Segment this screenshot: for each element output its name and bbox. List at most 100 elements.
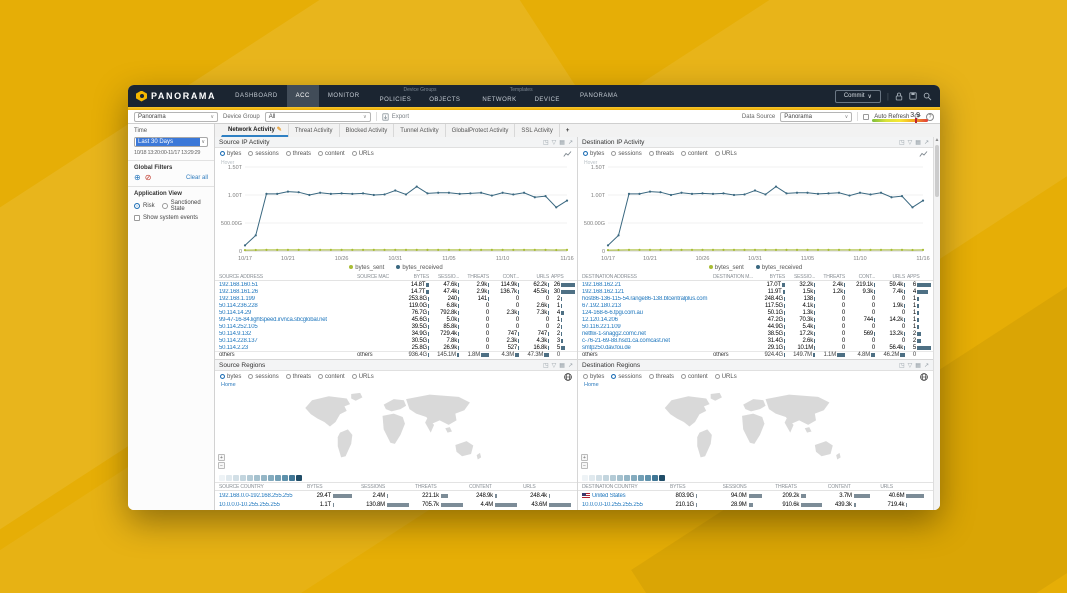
content-radio-option[interactable]: content <box>681 151 708 157</box>
address-link[interactable]: smtp250.dav.fou.de <box>582 344 631 351</box>
content-radio-option[interactable]: content <box>318 151 345 157</box>
filter-icon[interactable]: ▽ <box>551 362 557 369</box>
tab-globalprotect-activity[interactable]: GlobalProtect Activity <box>444 124 515 137</box>
address-link[interactable]: 50.114.9.132 <box>219 330 252 337</box>
legend-item-bytes_received[interactable]: bytes_received <box>396 265 443 271</box>
tab-ssl-activity[interactable]: SSL Activity <box>514 124 558 137</box>
legend-item-bytes_sent[interactable]: bytes_sent <box>349 265 384 271</box>
address-link[interactable]: 99-47-16-84.lightspeed.irvnca.sbcglobal.… <box>219 316 327 323</box>
chart-settings-icon[interactable] <box>919 150 928 158</box>
show-system-events-checkbox[interactable] <box>134 215 140 221</box>
address-link[interactable]: 50.116.221.109 <box>582 323 621 330</box>
threats-radio-option[interactable]: threats <box>648 374 674 380</box>
add-tab-button[interactable]: + <box>558 124 576 137</box>
address-link[interactable]: 67.192.180.213 <box>582 302 621 309</box>
URLs-radio-option[interactable]: URLs <box>351 151 374 157</box>
threats-radio-option[interactable]: threats <box>285 151 311 157</box>
sessions-radio-option[interactable]: sessions <box>611 374 642 380</box>
globe-icon[interactable] <box>920 372 928 381</box>
tab-tunnel-activity[interactable]: Tunnel Activity <box>393 124 444 137</box>
address-link[interactable]: 50.114.236.228 <box>219 302 258 309</box>
address-link[interactable]: 50.114.228.137 <box>219 337 258 344</box>
address-link[interactable]: 50.114.252.105 <box>219 323 258 330</box>
jump-to-logs-icon[interactable]: ↗ <box>567 139 573 146</box>
zoom-in-button[interactable]: + <box>218 454 225 461</box>
context-select[interactable]: Panorama ∨ <box>134 111 218 122</box>
zoom-out-button[interactable]: − <box>218 462 225 469</box>
sessions-radio-option[interactable]: sessions <box>248 151 279 157</box>
nav-tab-monitor[interactable]: MONITOR <box>327 93 360 99</box>
table-view-icon[interactable]: ▦ <box>559 139 565 146</box>
address-link[interactable]: 192.168.162.21 <box>582 281 621 288</box>
filter-icon[interactable]: ▽ <box>907 362 913 369</box>
filter-icon[interactable]: ▽ <box>907 139 913 146</box>
zoom-in-button[interactable]: + <box>581 454 588 461</box>
risk-radio[interactable] <box>134 203 140 209</box>
address-link[interactable]: 192.168.160.51 <box>219 281 258 288</box>
threats-radio-option[interactable]: threats <box>648 151 674 157</box>
address-link[interactable]: 124-168-6-6.tpgi.com.au <box>582 309 643 316</box>
chart-settings-icon[interactable] <box>563 150 572 158</box>
address-link[interactable]: 12.120.14.206 <box>582 316 618 323</box>
jump-to-logs-icon[interactable]: ↗ <box>923 362 929 369</box>
URLs-radio-option[interactable]: URLs <box>714 374 737 380</box>
sessions-radio-option[interactable]: sessions <box>611 151 642 157</box>
URLs-radio-option[interactable]: URLs <box>351 374 374 380</box>
nav-tab-device[interactable]: DEVICE <box>534 97 560 103</box>
bytes-radio-option[interactable]: bytes <box>220 151 241 157</box>
maximize-icon[interactable]: ◳ <box>899 362 905 369</box>
content-radio-option[interactable]: content <box>681 374 708 380</box>
device-group-select[interactable]: All ∨ <box>264 111 371 122</box>
jump-to-logs-icon[interactable]: ↗ <box>567 362 573 369</box>
table-view-icon[interactable]: ▦ <box>915 139 921 146</box>
nav-tab-objects[interactable]: OBJECTS <box>429 97 461 103</box>
source-ip-chart[interactable]: Hover 0 500.00G 1.00T 1.50T 10/17 10/21 10/26 1… <box>215 159 577 263</box>
tab-blocked-activity[interactable]: Blocked Activity <box>338 124 394 137</box>
tab-network-activity[interactable]: Network Activity ✎ <box>221 124 288 137</box>
legend-item-bytes_received[interactable]: bytes_received <box>755 265 802 271</box>
filter-icon[interactable]: ▽ <box>551 139 557 146</box>
maximize-icon[interactable]: ◳ <box>543 139 549 146</box>
vertical-scrollbar[interactable]: ▲ <box>933 137 940 510</box>
negate-filter-icon[interactable]: ⊘ <box>144 173 152 182</box>
commit-button[interactable]: Commit ∨ <box>834 89 881 103</box>
sessions-radio-option[interactable]: sessions <box>248 374 279 380</box>
maximize-icon[interactable]: ◳ <box>543 362 549 369</box>
add-filter-icon[interactable]: ⊕ <box>134 173 141 182</box>
threats-radio-option[interactable]: threats <box>285 374 311 380</box>
save-icon[interactable] <box>909 92 917 100</box>
globe-icon[interactable] <box>564 372 572 381</box>
nav-tab-dashboard[interactable]: DASHBOARD <box>235 93 278 99</box>
data-source-select[interactable]: Panorama ∨ <box>780 111 853 122</box>
URLs-radio-option[interactable]: URLs <box>714 151 737 157</box>
clear-all-link[interactable]: Clear all <box>185 175 208 181</box>
scroll-up-arrow[interactable]: ▲ <box>934 137 940 143</box>
jump-to-logs-icon[interactable]: ↗ <box>923 139 929 146</box>
address-link[interactable]: c-76-21-69-88.hsd1.ca.comcast.net <box>582 337 670 344</box>
maximize-icon[interactable]: ◳ <box>899 139 905 146</box>
source-regions-map[interactable]: + − <box>215 389 577 473</box>
bytes-radio-option[interactable]: bytes <box>583 374 604 380</box>
address-link[interactable]: netflix-1-snagg2.comc.net <box>582 330 646 337</box>
address-link[interactable]: host86-136-115-54.range86-138.btcentralp… <box>582 295 708 302</box>
time-range-select[interactable]: Last 30 Days ∨ <box>134 137 208 147</box>
nav-tab-panorama[interactable]: PANORAMA <box>579 93 618 99</box>
sanctioned-state-radio[interactable] <box>161 203 168 209</box>
nav-tab-network[interactable]: NETWORK <box>482 97 517 103</box>
table-view-icon[interactable]: ▦ <box>915 362 921 369</box>
country-link[interactable]: 192.168.0.0-192.168.255.255 <box>219 492 293 499</box>
search-icon[interactable] <box>923 92 932 101</box>
legend-item-bytes_sent[interactable]: bytes_sent <box>708 265 744 271</box>
bytes-radio-option[interactable]: bytes <box>220 374 241 380</box>
lock-icon[interactable] <box>895 92 903 101</box>
tab-threat-activity[interactable]: Threat Activity <box>287 124 339 137</box>
auto-refresh-checkbox[interactable] <box>863 113 870 120</box>
country-link[interactable]: 10.0.0.0-10.255.255.255 <box>582 501 643 508</box>
address-link[interactable]: 192.168.162.121 <box>582 288 625 295</box>
address-link[interactable]: 50.114.2.23 <box>219 344 249 351</box>
address-link[interactable]: 192.168.161.26 <box>219 288 258 295</box>
address-link[interactable]: 50.114.14.29 <box>219 309 252 316</box>
content-radio-option[interactable]: content <box>318 374 345 380</box>
refresh-icon[interactable]: ⟳ <box>914 112 921 121</box>
export-button[interactable]: Export <box>382 112 409 121</box>
